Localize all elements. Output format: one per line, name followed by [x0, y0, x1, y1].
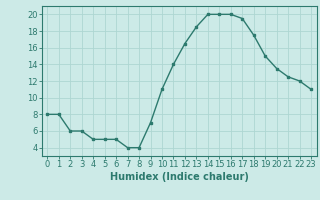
X-axis label: Humidex (Indice chaleur): Humidex (Indice chaleur) [110, 172, 249, 182]
